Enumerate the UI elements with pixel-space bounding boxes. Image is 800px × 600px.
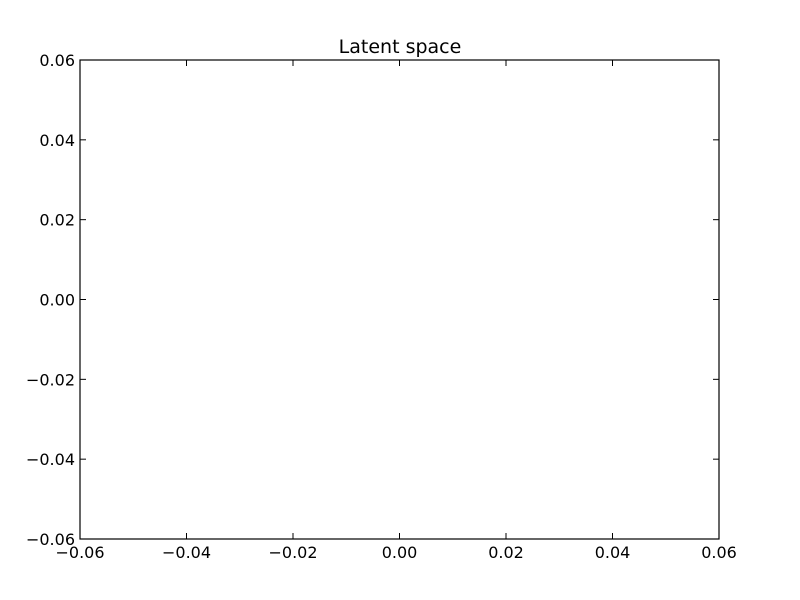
y-tick-label: 0.00 <box>39 291 75 310</box>
y-tick-label: 0.06 <box>39 51 75 70</box>
y-tick-label: −0.02 <box>26 370 75 389</box>
x-tick-label: 0.04 <box>595 543 631 562</box>
x-tick-label: 0.06 <box>701 543 737 562</box>
plot-frame <box>79 59 720 540</box>
y-axis: 0.06 0.04 0.02 0.00 −0.02 −0.04 −0.06 <box>26 51 719 549</box>
y-tick-label: −0.06 <box>26 530 75 549</box>
x-tick-label: 0.02 <box>488 543 524 562</box>
x-tick-label: 0.00 <box>382 543 418 562</box>
x-tick-label: −0.04 <box>162 543 211 562</box>
chart-title: Latent space <box>339 36 462 58</box>
x-axis: −0.06 −0.04 −0.02 0.00 0.02 0.04 0.06 <box>55 60 737 562</box>
x-tick-label: −0.02 <box>268 543 317 562</box>
x-tick-label: −0.06 <box>55 543 104 562</box>
y-tick-label: 0.04 <box>39 131 75 150</box>
y-tick-label: −0.04 <box>26 450 75 469</box>
y-tick-label: 0.02 <box>39 211 75 230</box>
